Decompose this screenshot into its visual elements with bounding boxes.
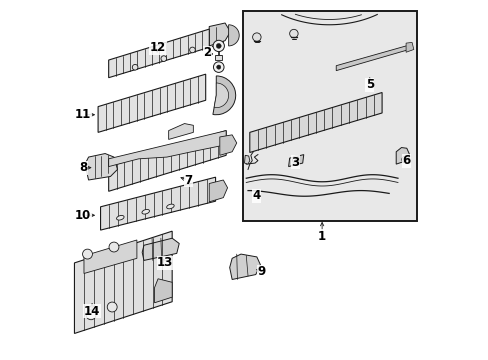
Polygon shape <box>244 155 249 164</box>
Text: 10: 10 <box>75 209 91 222</box>
Ellipse shape <box>142 210 149 214</box>
Text: 11: 11 <box>75 108 91 121</box>
Circle shape <box>109 242 119 252</box>
Polygon shape <box>108 131 225 191</box>
Text: 8: 8 <box>79 161 87 174</box>
Polygon shape <box>395 148 409 164</box>
Circle shape <box>86 310 96 320</box>
Circle shape <box>107 302 117 312</box>
Circle shape <box>189 47 195 53</box>
Polygon shape <box>74 231 172 333</box>
Text: 4: 4 <box>252 189 261 202</box>
Text: 6: 6 <box>402 154 410 167</box>
Polygon shape <box>154 279 172 303</box>
Polygon shape <box>108 25 223 78</box>
Polygon shape <box>288 154 303 167</box>
Polygon shape <box>336 45 407 71</box>
Wedge shape <box>228 25 239 46</box>
Circle shape <box>289 30 298 38</box>
Polygon shape <box>229 254 260 279</box>
Text: 12: 12 <box>150 41 166 54</box>
Polygon shape <box>142 238 179 260</box>
Circle shape <box>161 56 166 62</box>
Ellipse shape <box>116 215 124 220</box>
Circle shape <box>252 33 261 41</box>
Polygon shape <box>209 23 230 46</box>
Circle shape <box>292 156 299 163</box>
Polygon shape <box>168 123 193 139</box>
Text: 1: 1 <box>317 230 325 243</box>
Text: 14: 14 <box>84 305 100 318</box>
Circle shape <box>213 62 224 72</box>
Polygon shape <box>85 154 117 180</box>
FancyBboxPatch shape <box>215 55 222 60</box>
Polygon shape <box>84 240 137 274</box>
Polygon shape <box>101 177 215 230</box>
Text: 3: 3 <box>291 156 299 169</box>
Polygon shape <box>249 93 381 153</box>
Circle shape <box>132 64 138 70</box>
Ellipse shape <box>166 204 174 209</box>
Text: 9: 9 <box>257 265 265 278</box>
Text: 13: 13 <box>157 256 173 269</box>
Polygon shape <box>405 42 413 52</box>
Circle shape <box>216 44 221 48</box>
Text: 5: 5 <box>365 78 373 91</box>
Bar <box>242 11 417 221</box>
Polygon shape <box>108 131 225 167</box>
Polygon shape <box>209 180 227 202</box>
Text: 7: 7 <box>183 174 192 186</box>
Circle shape <box>213 40 224 51</box>
Wedge shape <box>214 83 228 108</box>
Polygon shape <box>219 135 236 155</box>
Circle shape <box>82 249 92 259</box>
Polygon shape <box>98 74 205 132</box>
Circle shape <box>216 65 221 69</box>
Wedge shape <box>212 76 235 115</box>
Text: 2: 2 <box>203 46 211 59</box>
